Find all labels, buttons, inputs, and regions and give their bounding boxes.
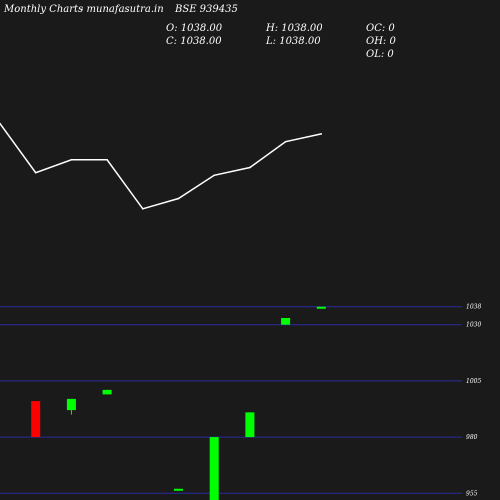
y-tick-label: 1005 [466, 378, 481, 385]
line-point [34, 171, 37, 174]
open-readout: O: 1038.00 [166, 22, 222, 35]
candle-body [316, 306, 326, 309]
oh-readout: OH: 0 [366, 35, 396, 48]
candle-body [102, 389, 112, 395]
line-point [0, 122, 1, 125]
y-tick-label: 1038 [466, 304, 481, 311]
high-value: 1038.00 [281, 23, 323, 34]
line-layer [0, 122, 323, 210]
close-label: C: [166, 36, 178, 47]
site-name: - munafasutra.in [80, 4, 164, 15]
candle-body [281, 317, 291, 325]
oc-label: OC: [366, 23, 386, 34]
line-point [284, 140, 287, 143]
close-value: 1038.00 [180, 36, 222, 47]
candle-body [245, 412, 255, 438]
oc-readout: OC: 0 [366, 22, 395, 35]
candle-layer [31, 306, 326, 500]
candle-body [31, 401, 41, 438]
close-readout: C: 1038.00 [166, 35, 222, 48]
price-line [0, 123, 322, 210]
open-value: 1038.00 [180, 23, 223, 34]
oc-value: 0 [388, 23, 395, 34]
line-point [177, 197, 180, 200]
ol-readout: OL: 0 [366, 48, 394, 61]
app-title: Monthly Charts [4, 4, 84, 15]
line-point [70, 158, 73, 161]
oh-value: 0 [389, 36, 396, 47]
y-tick-label: 955 [466, 490, 478, 497]
candle-body [66, 398, 76, 411]
candle-body [209, 437, 219, 500]
symbol-label: BSE 939435 [175, 4, 238, 15]
line-point [142, 208, 144, 210]
line-point [213, 174, 215, 177]
open-label: O: [166, 23, 178, 34]
tick-layer: 1038 1030 1005 980 955 [466, 304, 481, 498]
low-readout: L: 1038.00 [266, 35, 321, 48]
y-tick-label: 1030 [466, 322, 481, 329]
y-tick-label: 980 [466, 434, 478, 441]
line-point [249, 166, 251, 169]
low-label: L: [266, 36, 277, 47]
high-label: H: [266, 23, 279, 34]
line-point [106, 158, 108, 161]
oh-label: OH: [366, 36, 387, 47]
ol-label: OL: [366, 49, 385, 60]
high-readout: H: 1038.00 [266, 22, 323, 35]
ol-value: 0 [387, 49, 394, 60]
low-value: 1038.00 [279, 36, 321, 47]
candle-body [174, 488, 183, 491]
line-point [320, 133, 323, 135]
grid-layer [0, 306, 462, 494]
